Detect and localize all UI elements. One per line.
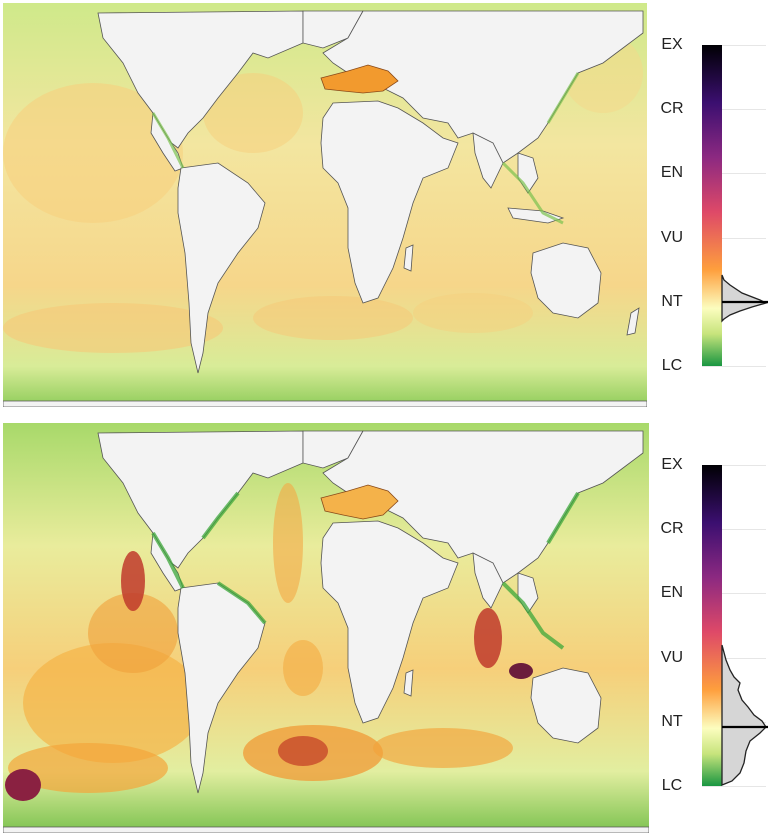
level-label-ex: EX — [661, 456, 683, 473]
mediterranean-hotspot — [320, 64, 399, 94]
gridline — [702, 109, 766, 110]
map-panel-top: EX CR EN VU NT LC — [0, 0, 770, 412]
gridline — [702, 238, 766, 239]
distribution-histogram — [721, 274, 768, 323]
colorbar-gradient — [702, 465, 722, 786]
colorbar-legend-top: EX CR EN VU NT LC — [650, 0, 770, 412]
ocean-patch — [23, 643, 203, 763]
level-label-vu: VU — [660, 649, 684, 666]
severe-hotspot — [509, 663, 533, 679]
gridline — [702, 529, 766, 530]
coastal-shelf — [151, 72, 580, 225]
gridline — [702, 593, 766, 594]
map-panel-bottom: EX CR EN VU NT LC — [0, 420, 770, 838]
level-label-cr: CR — [660, 520, 684, 537]
severe-hotspot — [5, 769, 41, 801]
hotspot — [278, 736, 328, 766]
ocean-patch — [413, 293, 533, 333]
ocean-patch — [373, 728, 513, 768]
ocean-patch — [8, 743, 168, 793]
land — [3, 10, 647, 407]
level-label-en: EN — [660, 164, 684, 181]
gridline — [702, 173, 766, 174]
histogram-area — [721, 274, 768, 323]
ocean-patch — [3, 83, 183, 223]
world-map-top — [3, 3, 647, 407]
level-label-nt: NT — [661, 713, 683, 730]
mediterranean-hotspot — [320, 484, 399, 520]
distribution-histogram — [721, 644, 768, 786]
level-label-lc: LC — [661, 777, 683, 794]
ocean-patch — [283, 640, 323, 696]
gridline — [702, 465, 766, 466]
ocean-patch — [273, 483, 303, 603]
level-label-ex: EX — [661, 36, 683, 53]
world-map-bottom — [3, 423, 649, 833]
level-label-en: EN — [660, 584, 684, 601]
colorbar-legend-bottom: EX CR EN VU NT LC — [650, 420, 770, 838]
level-label-cr: CR — [660, 100, 684, 117]
ocean-patch — [203, 73, 303, 153]
gridline — [702, 45, 766, 46]
ocean-patch — [253, 296, 413, 340]
ocean-patch — [88, 593, 178, 673]
colorbar-gradient — [702, 45, 722, 366]
level-label-lc: LC — [661, 357, 683, 374]
hotspot — [121, 551, 145, 611]
gridline — [702, 366, 766, 367]
coastal-shelf — [151, 491, 580, 650]
ocean-patch — [3, 303, 223, 353]
level-label-nt: NT — [661, 293, 683, 310]
gridline — [702, 786, 766, 787]
gridline — [702, 658, 766, 659]
level-label-vu: VU — [660, 229, 684, 246]
histogram-area — [721, 644, 767, 786]
hotspot — [474, 608, 502, 668]
